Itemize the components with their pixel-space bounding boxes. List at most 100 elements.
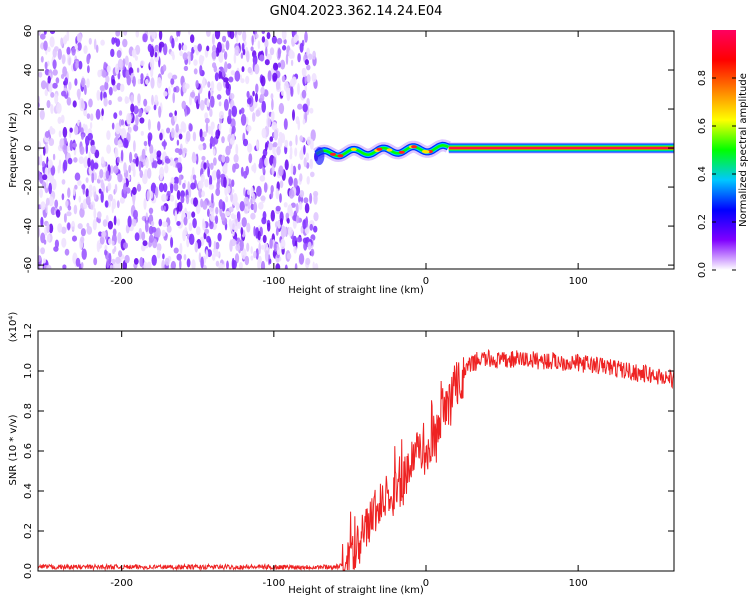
noise-speck: [194, 241, 199, 253]
noise-speck: [284, 264, 288, 269]
noise-speck: [239, 201, 245, 212]
noise-speck: [190, 182, 196, 190]
noise-speck: [73, 125, 79, 136]
noise-speck: [55, 77, 60, 84]
noise-speck: [281, 31, 287, 40]
noise-speck: [282, 226, 287, 238]
noise-speck: [203, 162, 207, 170]
noise-speck: [43, 31, 47, 35]
noise-speck: [48, 138, 55, 146]
noise-speck: [148, 234, 154, 243]
x-tick-label: -100: [262, 578, 285, 589]
noise-speck: [303, 144, 306, 155]
noise-speck: [122, 137, 127, 148]
noise-speck: [242, 138, 249, 147]
noise-speck: [211, 170, 218, 181]
noise-speck: [278, 102, 285, 115]
noise-speck: [100, 156, 105, 165]
noise-speck: [113, 165, 119, 174]
noise-speck: [133, 140, 136, 152]
colorbar-tick-label: 0.8: [697, 70, 708, 86]
noise-speck: [66, 46, 71, 55]
noise-speck: [81, 184, 86, 190]
noise-speck: [118, 250, 123, 258]
noise-speck: [250, 46, 254, 52]
noise-speck: [218, 101, 222, 107]
noise-speck: [198, 144, 204, 151]
noise-speck: [166, 190, 171, 197]
noise-speck: [63, 159, 68, 172]
noise-speck: [235, 202, 240, 211]
noise-speck: [258, 162, 263, 169]
noise-speck: [88, 98, 93, 108]
noise-speck: [226, 260, 229, 269]
noise-speck: [170, 78, 175, 85]
spectrogram-ylabel: Frequency (Hz): [8, 112, 19, 188]
noise-speck: [97, 69, 102, 78]
noise-speck: [213, 65, 218, 73]
noise-speck: [255, 83, 259, 94]
noise-speck: [246, 90, 250, 99]
noise-speck: [62, 264, 67, 269]
noise-speck: [156, 243, 162, 252]
noise-speck: [119, 83, 125, 93]
noise-speck: [63, 213, 67, 223]
noise-speck: [299, 149, 304, 161]
noise-speck: [120, 149, 124, 162]
noise-speck: [122, 177, 127, 185]
noise-speck: [308, 53, 313, 60]
noise-speck: [149, 144, 154, 155]
noise-speck: [80, 228, 86, 237]
noise-speck: [207, 81, 211, 88]
noise-speck: [292, 215, 297, 221]
noise-speck: [309, 192, 313, 204]
noise-speck: [212, 253, 216, 261]
noise-speck: [224, 61, 228, 73]
noise-speck: [64, 34, 67, 45]
noise-speck: [162, 221, 168, 228]
noise-speck: [257, 230, 261, 241]
noise-speck: [209, 213, 215, 222]
noise-speck: [157, 121, 161, 132]
noise-speck: [231, 105, 238, 118]
noise-speck: [264, 142, 268, 152]
noise-speck: [123, 162, 127, 174]
noise-speck: [182, 147, 188, 154]
noise-speck: [207, 125, 212, 135]
noise-speck: [179, 242, 183, 255]
noise-speck: [104, 81, 109, 91]
noise-speck: [115, 122, 121, 135]
colorbar-tick-label: 0.0: [697, 262, 708, 278]
noise-speck: [205, 249, 209, 260]
noise-speck: [202, 200, 208, 210]
noise-speck: [81, 133, 84, 140]
noise-speck: [207, 166, 211, 178]
noise-speck: [67, 187, 71, 198]
noise-speck: [124, 254, 130, 264]
noise-speck: [298, 253, 305, 265]
noise-speck: [111, 79, 116, 86]
y-tick-label: 1.0: [23, 363, 34, 379]
noise-speck: [307, 241, 312, 250]
noise-speck: [253, 250, 257, 259]
noise-speck: [100, 179, 104, 189]
noise-speck: [191, 211, 196, 218]
noise-speck: [66, 211, 72, 217]
noise-speck: [122, 58, 126, 66]
noise-speck: [49, 31, 56, 35]
noise-speck: [266, 31, 271, 40]
noise-speck: [62, 126, 68, 138]
noise-speck: [279, 180, 284, 189]
noise-speck: [253, 226, 256, 237]
noise-speck: [195, 80, 199, 89]
noise-speck: [150, 77, 155, 89]
noise-speck: [39, 154, 43, 166]
noise-speck: [299, 42, 304, 53]
noise-speck: [200, 173, 205, 183]
noise-speck: [175, 123, 179, 133]
noise-speck: [40, 80, 47, 90]
noise-speck: [59, 205, 62, 211]
noise-speck: [145, 78, 149, 85]
noise-speck: [280, 238, 286, 250]
noise-speck: [284, 159, 289, 171]
